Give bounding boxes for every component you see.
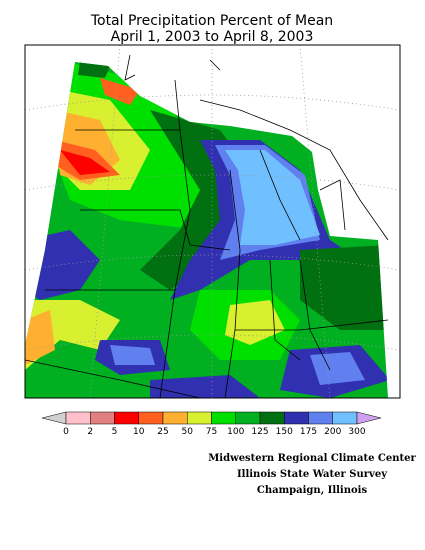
grid-lines: [24, 44, 401, 399]
subtitle: April 1, 2003 to April 8, 2003: [111, 29, 314, 45]
legend-label: 25: [157, 427, 168, 437]
legend-label: 175: [300, 427, 317, 437]
legend: 0 2 5 10 25 50 75 100 125 150 175 200 300: [41, 411, 382, 437]
legend-over: [356, 411, 382, 425]
legend-swatch: [308, 411, 333, 425]
legend-swatch: [90, 411, 115, 425]
legend-swatch: [211, 411, 236, 425]
legend-swatch: [332, 411, 358, 425]
legend-label: 2: [87, 427, 93, 437]
legend-label: 75: [206, 427, 217, 437]
credit-line: Champaign, Illinois: [257, 485, 368, 496]
credit-line: Illinois State Water Survey: [237, 469, 388, 480]
legend-swatch: [138, 411, 164, 425]
state-borders: [24, 54, 389, 399]
map-frame: [24, 44, 401, 399]
legend-swatch: [284, 411, 309, 425]
legend-swatch: [187, 411, 212, 425]
legend-label: 100: [227, 427, 244, 437]
legend-swatch: [114, 411, 139, 425]
legend-under: [41, 411, 67, 425]
title: Total Precipitation Percent of Mean: [90, 13, 333, 29]
map: [24, 44, 401, 399]
credit-line: Midwestern Regional Climate Center: [208, 453, 416, 464]
legend-swatch: [162, 411, 188, 425]
legend-label: 200: [324, 427, 341, 437]
legend-swatch: [235, 411, 261, 425]
legend-label: 125: [251, 427, 268, 437]
legend-label: 10: [133, 427, 145, 437]
legend-label: 300: [348, 427, 365, 437]
precip-field: [25, 62, 388, 398]
legend-label: 50: [182, 427, 194, 437]
credits: Midwestern Regional Climate Center Illin…: [208, 453, 416, 496]
legend-label: 5: [112, 427, 118, 437]
legend-label: 0: [63, 427, 69, 437]
legend-swatch: [65, 411, 91, 425]
legend-label: 150: [276, 427, 293, 437]
legend-swatch: [259, 411, 285, 425]
